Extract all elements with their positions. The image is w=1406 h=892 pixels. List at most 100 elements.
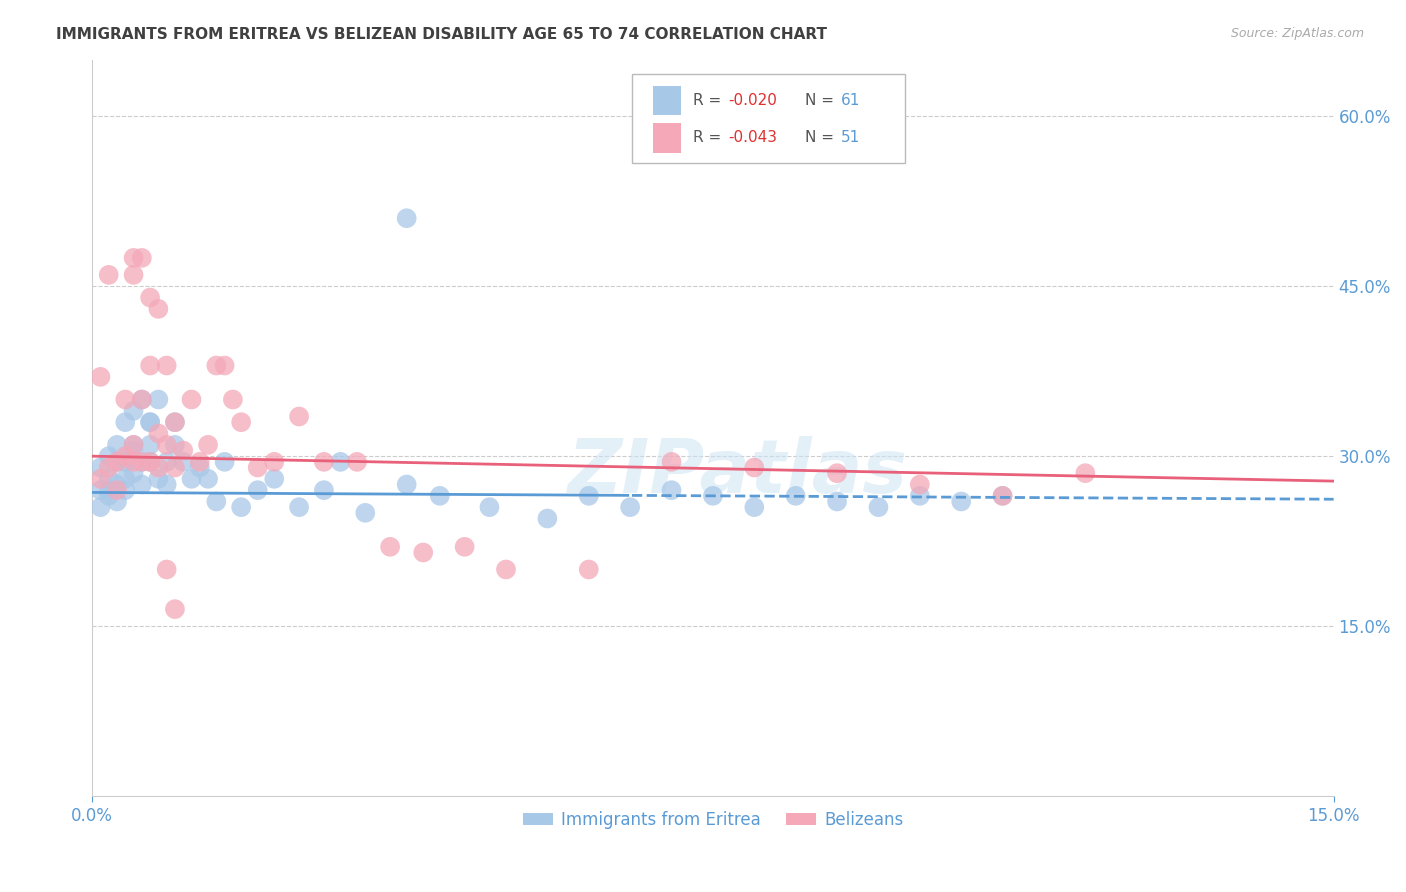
Point bbox=[991, 489, 1014, 503]
Point bbox=[908, 489, 931, 503]
Point bbox=[97, 460, 120, 475]
Point bbox=[105, 483, 128, 498]
Point bbox=[180, 472, 202, 486]
Point bbox=[148, 472, 170, 486]
FancyBboxPatch shape bbox=[654, 86, 681, 115]
Point bbox=[825, 466, 848, 480]
Point bbox=[114, 415, 136, 429]
Point bbox=[105, 438, 128, 452]
Point bbox=[139, 415, 162, 429]
Point bbox=[114, 392, 136, 407]
Point bbox=[114, 449, 136, 463]
Point bbox=[139, 359, 162, 373]
Point bbox=[163, 602, 186, 616]
Point bbox=[231, 415, 253, 429]
Point bbox=[412, 545, 434, 559]
Text: -0.043: -0.043 bbox=[728, 130, 776, 145]
Point bbox=[578, 562, 600, 576]
Point bbox=[246, 460, 269, 475]
Point bbox=[97, 489, 120, 503]
Point bbox=[139, 291, 162, 305]
Point bbox=[578, 489, 600, 503]
Point bbox=[991, 489, 1014, 503]
Point bbox=[163, 415, 186, 429]
Point bbox=[122, 443, 145, 458]
Point bbox=[288, 409, 311, 424]
Point bbox=[156, 562, 179, 576]
Point bbox=[1074, 466, 1097, 480]
Point bbox=[105, 494, 128, 508]
Point bbox=[478, 500, 501, 515]
Point bbox=[97, 268, 120, 282]
Point bbox=[346, 455, 368, 469]
Point bbox=[139, 415, 162, 429]
Point bbox=[495, 562, 517, 576]
Point bbox=[188, 460, 211, 475]
Text: N =: N = bbox=[804, 130, 838, 145]
Point bbox=[131, 477, 153, 491]
Point bbox=[742, 500, 765, 515]
Point bbox=[172, 443, 194, 458]
Point bbox=[222, 392, 245, 407]
Point bbox=[131, 392, 153, 407]
Point bbox=[288, 500, 311, 515]
Text: IMMIGRANTS FROM ERITREA VS BELIZEAN DISABILITY AGE 65 TO 74 CORRELATION CHART: IMMIGRANTS FROM ERITREA VS BELIZEAN DISA… bbox=[56, 27, 827, 42]
Point bbox=[97, 483, 120, 498]
Point bbox=[89, 460, 111, 475]
Text: R =: R = bbox=[693, 93, 725, 108]
Point bbox=[105, 455, 128, 469]
Point bbox=[868, 500, 890, 515]
Text: ZIPatlas: ZIPatlas bbox=[568, 435, 908, 508]
Point bbox=[172, 455, 194, 469]
Point bbox=[114, 455, 136, 469]
Point bbox=[188, 455, 211, 469]
Point bbox=[131, 251, 153, 265]
Point bbox=[661, 483, 683, 498]
Point bbox=[105, 455, 128, 469]
Point bbox=[329, 455, 352, 469]
Point bbox=[97, 472, 120, 486]
Point bbox=[163, 415, 186, 429]
Point bbox=[205, 359, 228, 373]
Point bbox=[378, 540, 401, 554]
Point bbox=[453, 540, 475, 554]
Text: -0.020: -0.020 bbox=[728, 93, 776, 108]
Point bbox=[197, 438, 219, 452]
FancyBboxPatch shape bbox=[654, 123, 681, 153]
Text: N =: N = bbox=[804, 93, 838, 108]
Point bbox=[114, 483, 136, 498]
Point bbox=[131, 455, 153, 469]
Point bbox=[536, 511, 558, 525]
Point bbox=[742, 460, 765, 475]
Point bbox=[156, 438, 179, 452]
Point bbox=[122, 466, 145, 480]
Point bbox=[163, 460, 186, 475]
Point bbox=[156, 477, 179, 491]
Point bbox=[139, 455, 162, 469]
Point bbox=[312, 455, 335, 469]
Point bbox=[619, 500, 641, 515]
Point bbox=[148, 392, 170, 407]
Point bbox=[148, 301, 170, 316]
Point bbox=[131, 392, 153, 407]
Point bbox=[114, 472, 136, 486]
Point bbox=[263, 455, 285, 469]
Point bbox=[205, 494, 228, 508]
Point bbox=[231, 500, 253, 515]
Point bbox=[395, 477, 418, 491]
Point bbox=[163, 438, 186, 452]
Point bbox=[122, 268, 145, 282]
Point bbox=[785, 489, 807, 503]
Point bbox=[180, 392, 202, 407]
Point bbox=[661, 455, 683, 469]
Text: 61: 61 bbox=[841, 93, 860, 108]
Point bbox=[156, 455, 179, 469]
Point bbox=[148, 426, 170, 441]
Point bbox=[429, 489, 451, 503]
Point bbox=[122, 455, 145, 469]
FancyBboxPatch shape bbox=[633, 74, 905, 162]
Point bbox=[89, 483, 111, 498]
Point bbox=[89, 472, 111, 486]
Point bbox=[246, 483, 269, 498]
Point bbox=[139, 438, 162, 452]
